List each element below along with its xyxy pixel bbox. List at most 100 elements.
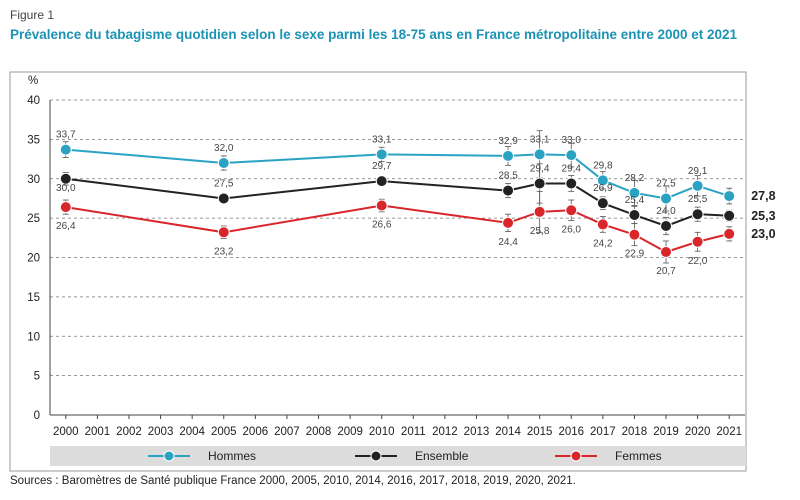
data-point: [375, 199, 388, 212]
x-tick-label: 2004: [179, 426, 205, 438]
data-label: 29,4: [530, 163, 550, 174]
data-point: [217, 157, 230, 169]
x-tick-label: 2003: [148, 426, 174, 438]
x-tick-label: 2020: [685, 426, 711, 438]
data-point: [723, 227, 736, 240]
data-point: [596, 218, 609, 231]
y-tick-label: 10: [27, 331, 40, 343]
chart-border: [9, 71, 747, 472]
legend-label-ensemble: Ensemble: [415, 449, 469, 463]
legend-background: [50, 446, 746, 466]
series-group: 33,7 32,0 33,1 32,9 33,1 33,0 29,8 28,2 27,5 29,1…: [56, 130, 776, 277]
x-tick-label: 2009: [337, 426, 363, 438]
data-point: [691, 208, 704, 221]
series-ensemble: 30,0 27,5 29,7 28,5 29,4 29,4 26,9 25,4 24,0 25,5…: [56, 161, 776, 236]
data-label: 26,0: [562, 224, 582, 235]
data-label: 25,4: [625, 195, 645, 206]
y-tick-label: 35: [27, 134, 40, 146]
end-label-ensemble: 25,3: [751, 209, 775, 223]
data-point: [217, 226, 230, 239]
data-point: [533, 177, 546, 190]
x-tick-label: 2002: [116, 426, 142, 438]
line-chart: 0 5 10 15 20 25 30 35 40 2000 2001 2002 2003 2004 2005…: [9, 71, 776, 472]
end-label-hommes: 27,8: [751, 189, 775, 203]
data-point: [660, 192, 673, 205]
legend: Hommes Ensemble Femmes: [50, 446, 746, 466]
data-label: 29,4: [562, 163, 582, 174]
x-tick-label: 2006: [243, 426, 269, 438]
data-point: [723, 209, 736, 222]
series-femmes: 26,4 23,2 26,6 24,4 25,8 26,0 24,2 22,9 20,7 22,0…: [56, 190, 776, 277]
data-label: 33,0: [562, 135, 582, 146]
data-point: [723, 190, 736, 203]
data-label: 29,1: [688, 166, 708, 177]
x-tick-label: 2015: [527, 426, 553, 438]
data-label: 25,8: [530, 226, 550, 237]
data-label: 22,0: [688, 256, 708, 267]
data-label: 28,5: [498, 171, 518, 182]
data-point: [59, 143, 72, 156]
data-point: [565, 204, 578, 217]
data-label: 24,2: [593, 238, 613, 249]
data-point: [565, 177, 578, 190]
legend-label-femmes: Femmes: [615, 449, 662, 463]
data-point: [375, 148, 388, 161]
data-label: 26,4: [56, 221, 76, 232]
y-tick-label: 20: [27, 253, 40, 265]
y-tick-label: 25: [27, 213, 40, 225]
data-label: 32,9: [498, 136, 518, 147]
data-label: 33,1: [530, 134, 550, 145]
data-point: [533, 148, 546, 161]
end-label-femmes: 23,0: [751, 227, 775, 241]
x-tick-label: 2013: [464, 426, 490, 438]
grid: [50, 99, 745, 377]
data-point: [533, 205, 546, 218]
y-tick-label: 15: [27, 292, 40, 304]
data-point: [691, 179, 704, 192]
axes: 0 5 10 15 20 25 30 35 40 2000 2001 2002 2003 2004 2005…: [27, 95, 745, 438]
data-point: [217, 192, 230, 205]
x-tick-label: 2016: [558, 426, 584, 438]
data-point: [628, 228, 641, 241]
y-tick-label: 30: [27, 174, 40, 186]
x-tick-label: 2012: [432, 426, 458, 438]
data-label: 22,9: [625, 249, 645, 260]
x-tick-label: 2001: [85, 426, 111, 438]
y-tick-label: 5: [34, 371, 40, 383]
data-label: 25,5: [688, 194, 708, 205]
figure-label: Figure 1: [10, 8, 55, 22]
data-point: [628, 208, 641, 221]
data-point: [691, 235, 704, 248]
data-label: 24,0: [656, 206, 676, 217]
series-hommes: 33,7 32,0 33,1 32,9 33,1 33,0 29,8 28,2 27,5 29,1…: [56, 130, 776, 212]
x-tick-label: 2018: [622, 426, 648, 438]
data-label: 29,7: [372, 161, 392, 172]
data-point: [375, 175, 388, 188]
data-label: 33,7: [56, 130, 76, 141]
chart-title: Prévalence du tabagisme quotidien selon …: [10, 27, 738, 42]
y-tick-label: 40: [27, 95, 40, 107]
data-label: 26,9: [593, 183, 613, 194]
data-point: [502, 149, 515, 162]
data-point: [596, 174, 609, 187]
data-point: [565, 149, 578, 162]
data-point: [596, 197, 609, 210]
x-tick-label: 2010: [369, 426, 395, 438]
data-point: [628, 186, 641, 199]
legend-marker-hommes: [163, 450, 175, 462]
x-tick-label: 2008: [306, 426, 332, 438]
data-label: 30,0: [56, 183, 76, 194]
sources-note: Sources : Baromètres de Santé publique F…: [10, 475, 576, 487]
x-tick-label: 2014: [495, 426, 521, 438]
data-point: [59, 201, 72, 214]
data-label: 26,6: [372, 220, 392, 231]
data-point: [502, 216, 515, 229]
data-label: 33,1: [372, 134, 392, 145]
data-point: [660, 245, 673, 258]
y-tick-label: 0: [34, 410, 40, 422]
x-tick-label: 2000: [53, 426, 79, 438]
x-tick-label: 2017: [590, 426, 616, 438]
legend-label-hommes: Hommes: [208, 449, 256, 463]
data-label: 29,8: [593, 160, 613, 171]
data-label: 24,4: [498, 237, 518, 248]
